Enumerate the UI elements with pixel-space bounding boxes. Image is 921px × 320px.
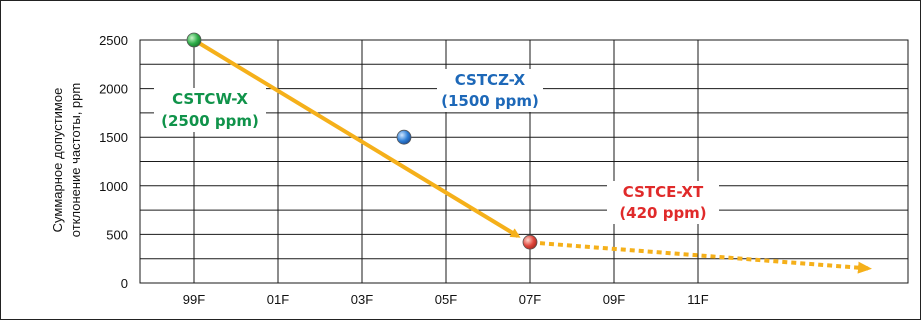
annotation-name: CSTCW-X	[172, 90, 248, 108]
annotation-bg	[154, 88, 266, 132]
annotation-name: CSTCZ-X	[455, 71, 526, 89]
trend-arrows	[192, 38, 872, 274]
data-point	[522, 234, 538, 250]
x-tick-label: 05F	[435, 292, 457, 307]
y-tick-label: 2000	[99, 82, 128, 97]
annotation-value: (420 ppm)	[619, 204, 706, 222]
y-tick-label: 1500	[99, 130, 128, 145]
annotation-value: (2500 ppm)	[161, 112, 259, 130]
annotation-bg	[607, 181, 719, 224]
x-tick-label: 07F	[519, 292, 541, 307]
y-axis-label: Суммарное допустимое отклонение частоты, …	[50, 83, 83, 237]
data-points	[186, 32, 538, 250]
y-tick-label: 0	[121, 276, 128, 291]
data-point	[186, 32, 202, 48]
data-point	[396, 129, 412, 145]
annotation-value: (1500 ppm)	[441, 92, 539, 110]
x-tick-label: 03F	[351, 292, 373, 307]
x-tick-label: 01F	[267, 292, 289, 307]
annotations: CSTCW-X (2500 ppm) CSTCZ-X (1500 ppm) CSTCE-…	[154, 69, 719, 224]
y-axis-label-line: Суммарное допустимое	[50, 88, 65, 233]
trend-arrow-solid	[192, 38, 521, 238]
axes: 0 500 1000 1500 2000 2500 99F 01F 03F 05F 07F 09F 11…	[99, 33, 709, 307]
y-tick-label: 2500	[99, 33, 128, 48]
x-tick-label: 11F	[687, 292, 708, 307]
y-axis-label-line: отклонение частоты, ppm	[68, 83, 83, 237]
y-tick-label: 500	[106, 227, 128, 242]
annotation-bg	[437, 69, 543, 112]
annotation-name: CSTCE-XT	[623, 183, 704, 201]
trend-arrow-dashed	[539, 241, 872, 274]
x-tick-label: 99F	[183, 292, 205, 307]
y-tick-label: 1000	[99, 179, 128, 194]
x-tick-label: 09F	[603, 292, 625, 307]
